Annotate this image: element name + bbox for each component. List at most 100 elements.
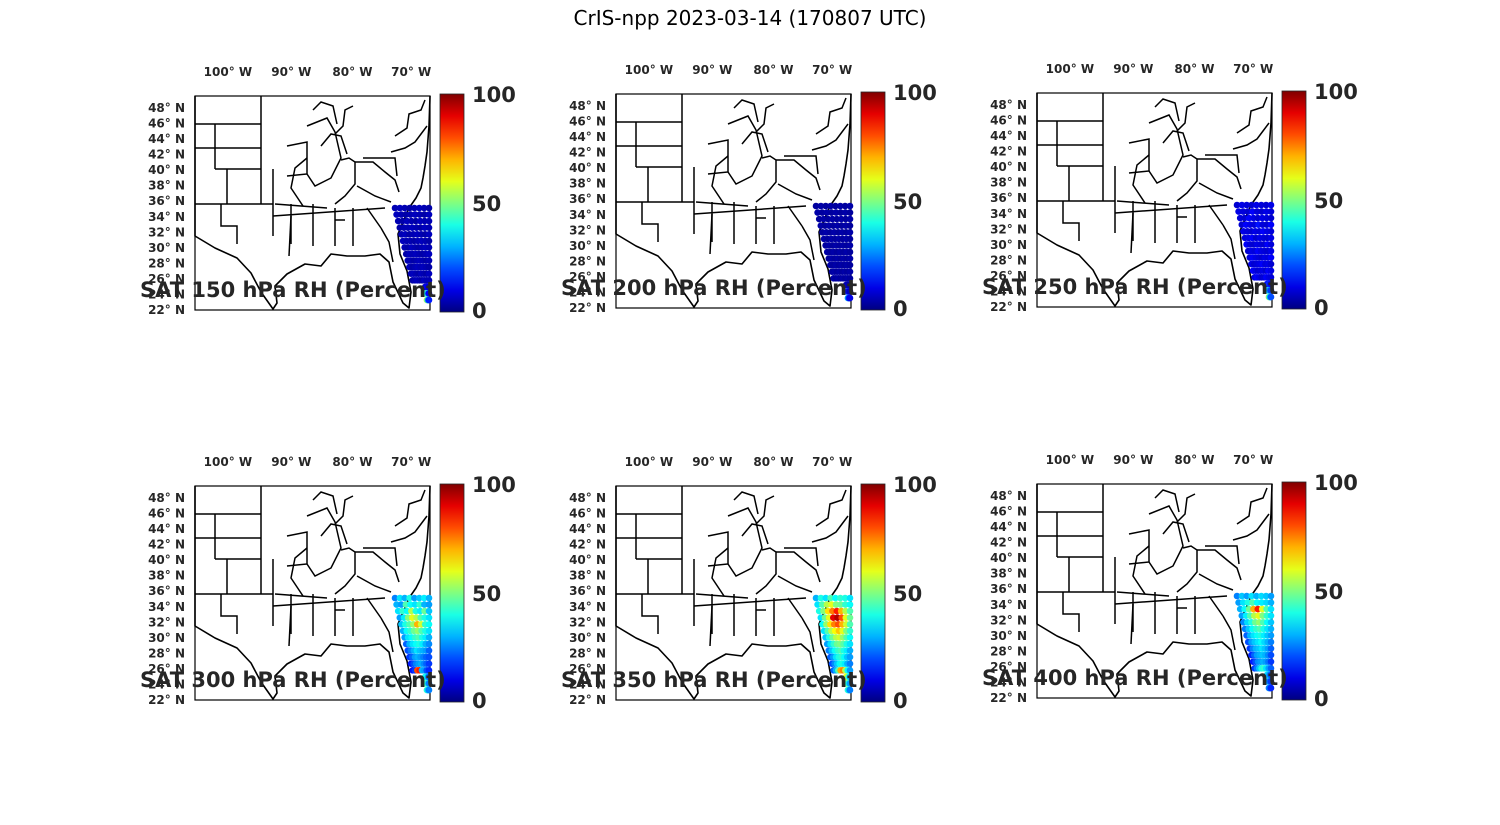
panel-title-300: SAT 300 hPa RH (Percent) (140, 668, 446, 692)
lon-tick-label: 100° W (625, 63, 673, 77)
swath-point (832, 209, 840, 216)
swath-point (425, 607, 433, 615)
lat-tick-label: 38° N (990, 567, 1027, 581)
swath-point (846, 640, 854, 648)
colorbar-tick-label: 100 (1314, 80, 1358, 104)
panel-title-250: SAT 250 hPa RH (Percent) (982, 275, 1288, 299)
swath-point (846, 673, 854, 681)
state-border (380, 617, 394, 653)
state-border (711, 155, 729, 205)
colorbar (439, 483, 465, 703)
lat-tick-label: 38° N (990, 176, 1027, 190)
swath-point (425, 263, 433, 271)
colorbar-tick-label: 50 (1314, 189, 1343, 213)
lon-tick-label: 100° W (1046, 62, 1094, 76)
swath-point (1253, 201, 1260, 209)
lon-tick-label: 90° W (271, 65, 311, 79)
swath-point (1267, 260, 1275, 268)
state-border (1154, 98, 1180, 122)
swath-point (425, 660, 433, 667)
state-border (784, 155, 819, 175)
lon-tick-label: 80° W (1174, 62, 1214, 76)
swath-point (425, 237, 433, 245)
state-border (787, 597, 803, 619)
state-border (733, 99, 759, 123)
swath-point (1267, 287, 1275, 294)
lat-tick-label: 26° N (990, 660, 1027, 674)
swath-point (425, 231, 433, 238)
lon-tick-label: 70° W (1233, 453, 1273, 467)
swath-point (411, 601, 419, 608)
swath-point (1267, 612, 1275, 619)
lat-tick-label: 36° N (148, 584, 185, 598)
lat-tick-label: 46° N (148, 117, 185, 131)
lat-tick-label: 24° N (990, 676, 1027, 690)
swath-point (1267, 638, 1275, 646)
state-border (641, 202, 659, 242)
state-border (711, 547, 729, 597)
lat-tick-label: 40° N (569, 553, 606, 567)
swath-point (425, 283, 433, 291)
swath-point (407, 211, 414, 218)
swath-point (846, 229, 854, 236)
lat-tick-label: 36° N (148, 194, 185, 208)
state-border (801, 617, 815, 653)
state-border (1176, 154, 1198, 202)
swath-point (1263, 208, 1270, 215)
swath-point (846, 660, 854, 667)
swath-point (846, 607, 854, 615)
panel-title-150: SAT 150 hPa RH (Percent) (140, 278, 446, 302)
swath-point (1267, 214, 1275, 222)
swath-point (822, 202, 829, 210)
swath-point (1244, 599, 1252, 606)
swath-point (425, 277, 433, 284)
swath-point (1267, 658, 1275, 665)
swath-point (842, 209, 849, 216)
colorbar-tick-label: 100 (1314, 471, 1358, 495)
state-border (355, 161, 400, 193)
state-border (776, 551, 821, 583)
coastline-line (1036, 92, 1273, 307)
state-border (1236, 96, 1268, 134)
satellite-swath (1233, 201, 1275, 301)
state-border (306, 507, 342, 577)
swath-point (846, 634, 854, 641)
swath-point (425, 296, 433, 304)
map-panel-200: 100° W 90° W 80° W 70° W 48° N 46° N 44° N 42° … (561, 58, 981, 358)
swath-point (846, 275, 854, 282)
swath-point (1267, 208, 1275, 215)
swath-point (1267, 247, 1275, 255)
state-border (1176, 102, 1196, 132)
swath-point (846, 248, 854, 256)
swath-point (846, 288, 854, 295)
lat-tick-label: 34° N (569, 208, 606, 222)
lat-tick-label: 34° N (569, 600, 606, 614)
swath-point (391, 594, 399, 602)
colorbar-tick-label: 100 (893, 81, 937, 105)
state-border (1232, 122, 1270, 150)
state-border (320, 133, 348, 155)
swath-point (1238, 201, 1246, 209)
lat-tick-label: 38° N (148, 179, 185, 193)
state-border (220, 594, 238, 634)
state-border (1062, 592, 1080, 632)
lat-tick-label: 48° N (569, 99, 606, 113)
state-border (1148, 114, 1184, 184)
swath-point (1235, 599, 1242, 606)
state-border (1114, 595, 1228, 605)
swath-point (1267, 651, 1275, 659)
lat-tick-label: 44° N (569, 522, 606, 536)
swath-point (1267, 221, 1275, 228)
swath-point (846, 621, 854, 628)
swath-point (846, 255, 854, 262)
state-border (272, 597, 386, 607)
lat-tick-label: 42° N (569, 538, 606, 552)
swath-point (1267, 678, 1275, 685)
swath-point (401, 594, 408, 602)
swath-point (846, 215, 854, 223)
swath-point (841, 202, 849, 210)
colorbar-tick-label: 0 (472, 689, 487, 713)
swath-point (1233, 201, 1241, 209)
swath-point (421, 601, 428, 608)
lat-tick-label: 32° N (148, 615, 185, 629)
